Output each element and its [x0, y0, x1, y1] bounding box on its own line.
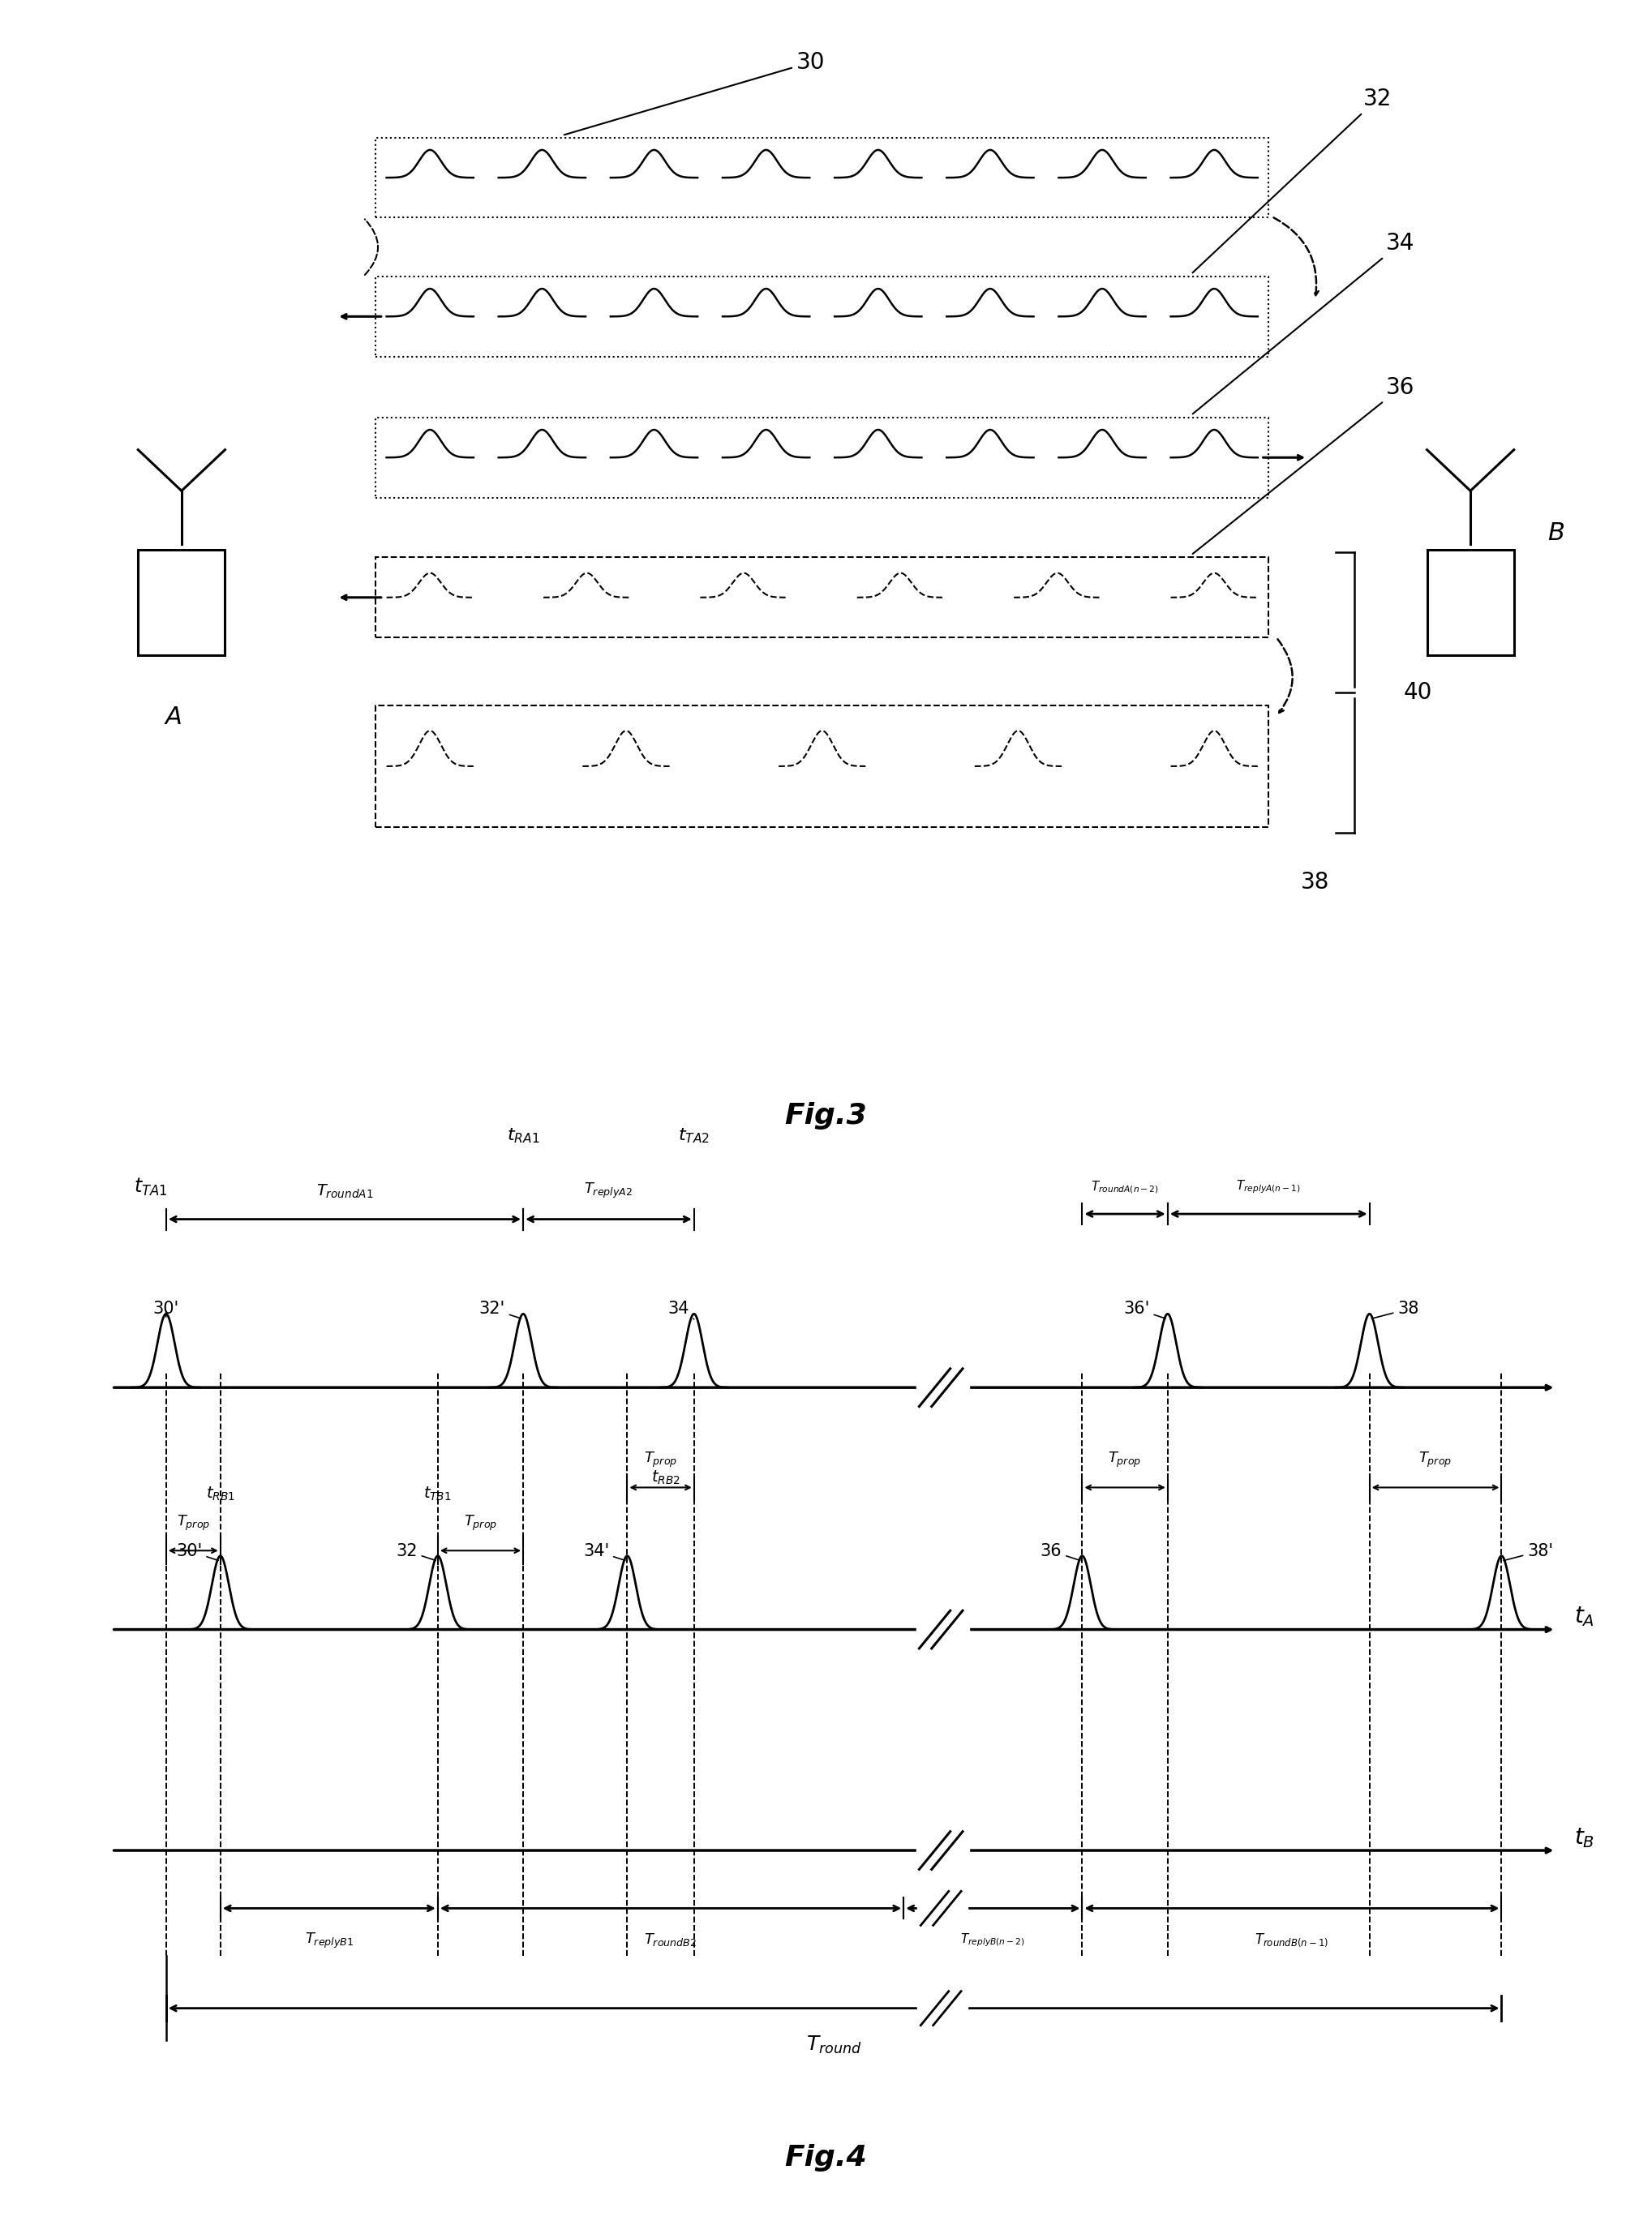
Text: Fig.3: Fig.3 — [785, 1102, 867, 1130]
Text: $t_{RB2}$: $t_{RB2}$ — [651, 1470, 681, 1486]
Text: $T_{roundA(n-2)}$: $T_{roundA(n-2)}$ — [1090, 1179, 1160, 1195]
Text: $T_{prop}$: $T_{prop}$ — [1419, 1450, 1452, 1470]
Text: $t_{RB1}$: $t_{RB1}$ — [206, 1486, 235, 1501]
Text: 34': 34' — [583, 1544, 624, 1561]
Bar — [375, 138, 1269, 218]
Bar — [375, 278, 1269, 355]
Bar — [375, 418, 1269, 498]
Text: $t_{TA2}$: $t_{TA2}$ — [677, 1126, 710, 1144]
Text: 38': 38' — [1503, 1544, 1553, 1561]
Text: 30': 30' — [177, 1544, 218, 1561]
Text: 32: 32 — [396, 1544, 436, 1561]
Text: 34: 34 — [667, 1302, 694, 1319]
Bar — [1427, 551, 1513, 655]
Text: 36': 36' — [1123, 1302, 1166, 1319]
Text: 36: 36 — [1193, 375, 1414, 553]
Text: 40: 40 — [1404, 682, 1432, 704]
Text: $t_{TA1}$: $t_{TA1}$ — [134, 1177, 167, 1197]
Bar — [375, 557, 1269, 637]
Text: 30': 30' — [154, 1302, 178, 1317]
Text: 36: 36 — [1041, 1544, 1080, 1561]
Text: $T_{roundB(n-1)}$: $T_{roundB(n-1)}$ — [1256, 1932, 1328, 1948]
Text: Fig.4: Fig.4 — [785, 2143, 867, 2172]
Bar — [139, 551, 225, 655]
Text: $T_{replyB(n-2)}$: $T_{replyB(n-2)}$ — [960, 1932, 1026, 1948]
Text: $T_{prop}$: $T_{prop}$ — [464, 1515, 497, 1532]
Text: B: B — [1548, 522, 1564, 544]
Text: A: A — [165, 706, 182, 728]
Text: $t_{RA1}$: $t_{RA1}$ — [507, 1126, 540, 1144]
Text: 34: 34 — [1193, 231, 1414, 413]
Text: $T_{prop}$: $T_{prop}$ — [177, 1515, 210, 1532]
Text: 30: 30 — [565, 51, 824, 135]
Text: $t_B$: $t_B$ — [1574, 1826, 1594, 1850]
Text: 32: 32 — [1193, 87, 1391, 273]
Text: $T_{round}$: $T_{round}$ — [806, 2034, 862, 2057]
Text: $T_{replyA(n-1)}$: $T_{replyA(n-1)}$ — [1236, 1179, 1300, 1195]
Text: $T_{roundA1}$: $T_{roundA1}$ — [316, 1184, 373, 1199]
Text: $T_{prop}$: $T_{prop}$ — [1108, 1450, 1142, 1470]
Text: $t_{TB1}$: $t_{TB1}$ — [423, 1486, 453, 1501]
Text: $t_A$: $t_A$ — [1574, 1606, 1594, 1628]
Text: $T_{replyB1}$: $T_{replyB1}$ — [304, 1932, 354, 1950]
Text: $T_{prop}$: $T_{prop}$ — [644, 1450, 677, 1470]
Text: 38: 38 — [1300, 871, 1330, 893]
Text: $T_{replyA2}$: $T_{replyA2}$ — [585, 1182, 633, 1199]
Bar — [375, 706, 1269, 826]
Text: 32': 32' — [479, 1302, 520, 1319]
Text: 38: 38 — [1371, 1302, 1419, 1319]
Text: $T_{roundB2}$: $T_{roundB2}$ — [644, 1932, 697, 1948]
